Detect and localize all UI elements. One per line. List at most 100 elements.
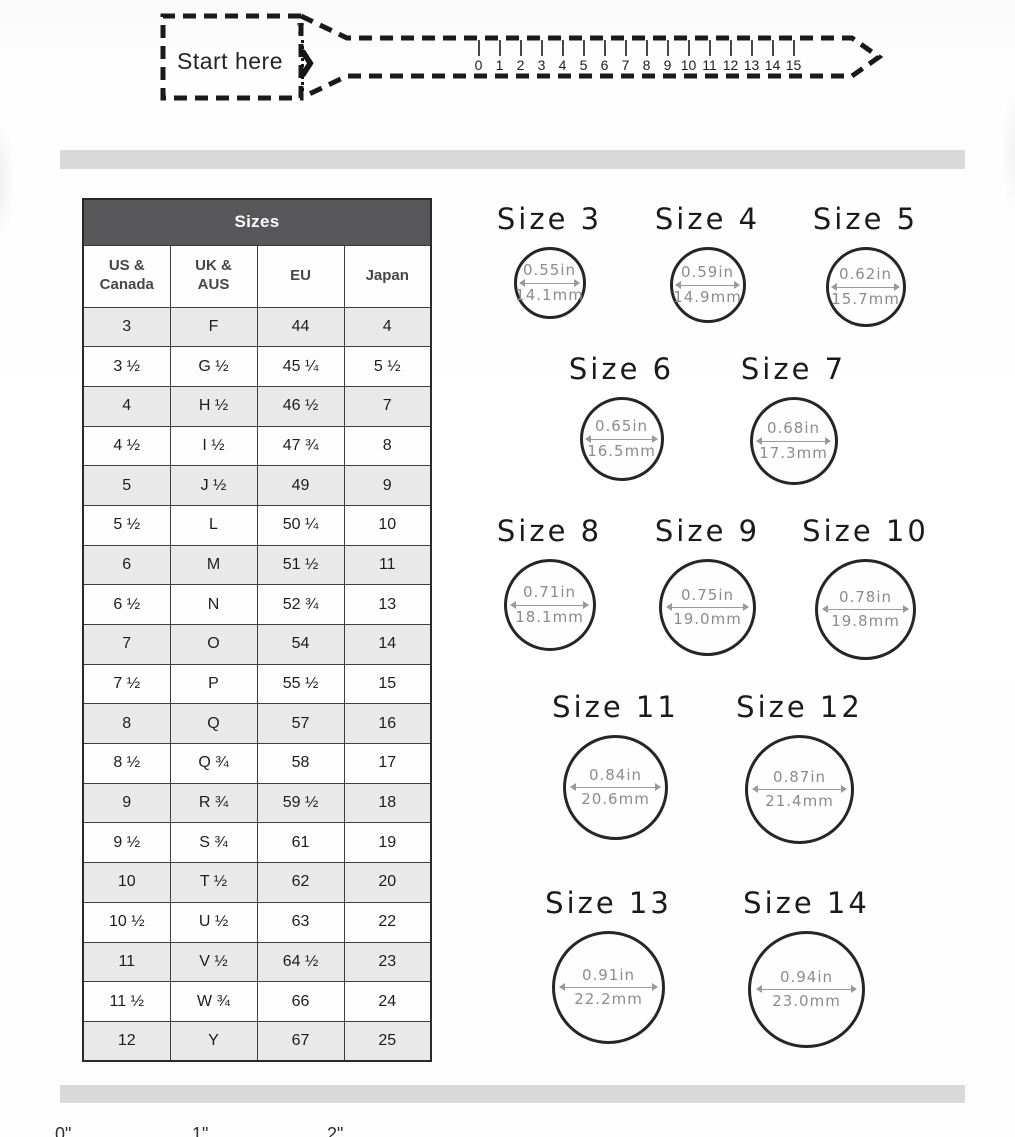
size-cell: 63 <box>256 901 345 943</box>
ruler-tick-line <box>645 40 648 56</box>
diameter-mm-label: 21.4mm <box>765 792 834 810</box>
diameter-inches-label: 0.65in <box>594 417 649 436</box>
diameter-mm-label: 22.2mm <box>574 990 643 1008</box>
size-cell: 7 <box>343 385 432 427</box>
divider-bar-bottom <box>60 1085 965 1103</box>
size-cell: T ½ <box>169 862 258 903</box>
size-cell: G ½ <box>169 346 258 387</box>
circle-row: Size 3 0.55in 14.1mm Size 4 0.59in 14.9mm Size… <box>455 202 960 327</box>
table-row: 5 ½ L 50 ¼ 10 <box>82 504 432 546</box>
size-cell: N <box>169 584 258 625</box>
cut-line <box>301 40 304 91</box>
size-cell: 10 ½ <box>82 901 171 943</box>
size-cell: 57 <box>256 703 345 745</box>
ring-size-item: Size 12 0.87in 21.4mm <box>715 690 885 844</box>
diameter-arrow <box>559 983 658 991</box>
ring-size-title: Size 3 <box>496 202 603 236</box>
ruler-tick-label: 7 <box>621 57 630 73</box>
size-cell: 67 <box>256 1020 345 1062</box>
ring-circle: 0.87in 21.4mm <box>745 735 854 844</box>
size-cell: 44 <box>256 306 345 348</box>
size-cell: 23 <box>343 941 432 983</box>
ruler-tick-line <box>750 40 753 56</box>
size-cell: 9 ½ <box>82 822 171 864</box>
ruler-tick: 5 <box>573 40 594 73</box>
ruler-tick-label: 1 <box>495 57 504 73</box>
ruler-tick-label: 6 <box>600 57 609 73</box>
circle-row: Size 13 0.91in 22.2mm Size 14 0.94in 23.0mm <box>455 886 960 1048</box>
scissors-icon: ✂ <box>290 22 308 35</box>
diameter-mm-label: 18.1mm <box>515 607 584 626</box>
size-cell: 50 ¼ <box>256 504 345 546</box>
circle-row: Size 8 0.71in 18.1mm Size 9 0.75in 19.0mm Size… <box>455 514 960 660</box>
ring-size-item: Size 8 0.71in 18.1mm <box>471 514 629 651</box>
table-row: 12 Y 67 25 <box>82 1020 432 1062</box>
ruler-tick-line <box>687 40 690 56</box>
size-cell: 11 ½ <box>82 981 171 1022</box>
ruler-tick: 9 <box>657 40 678 73</box>
size-cell: 15 <box>343 663 432 705</box>
ruler-tick-line <box>582 40 585 56</box>
size-cell: 5 <box>82 465 171 506</box>
ruler-tick-label: 15 <box>785 57 802 73</box>
size-cell: Q ¾ <box>169 743 258 784</box>
ruler-tick-label: 12 <box>722 57 739 73</box>
ruler-tick-label: 13 <box>743 57 760 73</box>
size-cell: 17 <box>343 743 432 784</box>
ring-circle: 0.91in 22.2mm <box>552 931 665 1044</box>
page-curl-right <box>979 60 1015 260</box>
ring-size-title: Size 4 <box>654 202 761 236</box>
size-cell: Y <box>169 1020 258 1062</box>
ring-size-item: Size 11 0.84in 20.6mm <box>531 690 701 840</box>
diameter-arrow <box>675 280 740 289</box>
size-cell: 58 <box>256 743 345 784</box>
table-row: 7 ½ P 55 ½ 15 <box>82 663 432 705</box>
diameter-arrow <box>755 436 832 445</box>
diameter-arrow <box>752 785 847 793</box>
size-cell: 7 <box>82 624 171 665</box>
ruler-tick-line <box>519 40 522 56</box>
size-cell: W ¾ <box>169 981 258 1022</box>
size-cell: 64 ½ <box>256 941 345 983</box>
diameter-mm-label: 20.6mm <box>581 790 650 808</box>
circle-row: Size 11 0.84in 20.6mm Size 12 0.87in 21.4mm <box>455 690 960 844</box>
ring-size-title: Size 13 <box>545 886 672 920</box>
ruler-tick-label: 14 <box>764 57 781 73</box>
size-cell: Q <box>169 703 258 745</box>
size-cell: 11 <box>82 941 171 983</box>
size-cell: 51 ½ <box>256 544 345 586</box>
ruler-tick: 0 <box>468 40 489 73</box>
table-row: 10 T ½ 62 20 <box>82 862 432 903</box>
ring-size-title: Size 7 <box>740 352 847 386</box>
ruler-tick: 11 <box>699 40 720 73</box>
ring-circle: 0.62in 15.7mm <box>825 247 906 327</box>
size-cell: 55 ½ <box>256 663 345 705</box>
inch-ruler-label: 2" <box>327 1124 344 1137</box>
ring-circle: 0.68in 17.3mm <box>749 397 838 485</box>
table-row: 7 O 54 14 <box>82 624 432 665</box>
diameter-mm-label: 19.8mm <box>831 612 900 630</box>
size-cell: 16 <box>343 703 432 745</box>
size-cell: F <box>169 306 258 348</box>
ruler-tick-label: 4 <box>558 57 567 73</box>
size-cell: 59 ½ <box>256 782 345 824</box>
ring-circle: 0.59in 14.9mm <box>669 247 746 323</box>
ring-size-item: Size 3 0.55in 14.1mm <box>471 202 629 319</box>
ruler-tick-line <box>603 40 606 56</box>
diameter-mm-label: 15.7mm <box>831 289 900 308</box>
column-header: Japan <box>343 244 432 308</box>
table-title: Sizes <box>82 198 432 246</box>
ring-circle: 0.94in 23.0mm <box>748 931 865 1048</box>
size-cell: 12 <box>82 1020 171 1062</box>
size-cell: M <box>169 544 258 586</box>
column-header: UK & AUS <box>169 244 258 308</box>
ruler-tick-line <box>771 40 774 56</box>
ruler-tick-label: 10 <box>680 57 697 73</box>
ring-size-title: Size 10 <box>802 514 929 548</box>
